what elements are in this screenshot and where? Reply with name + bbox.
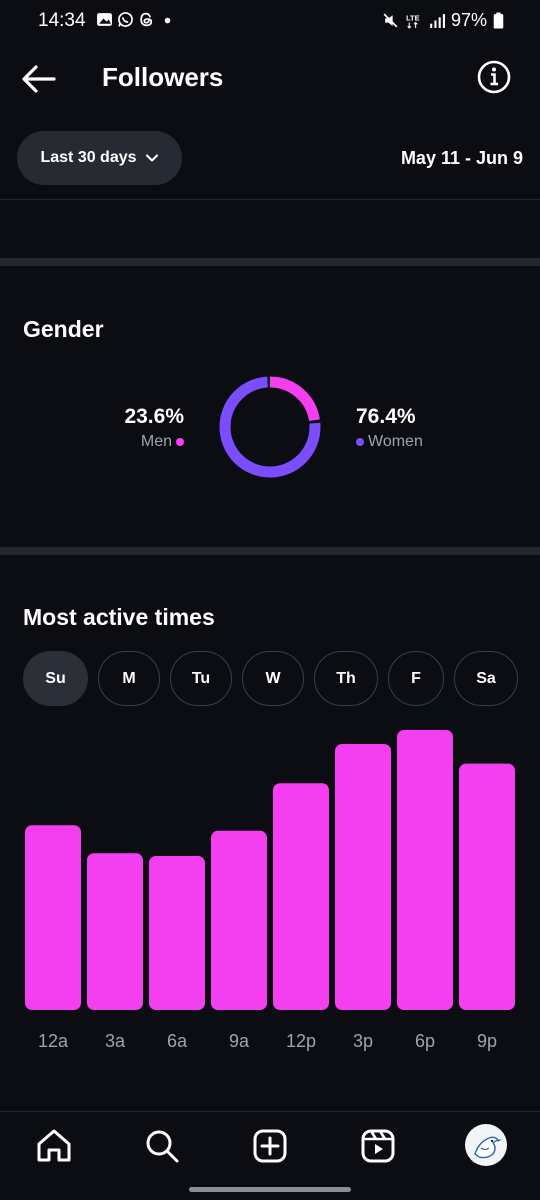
men-legend: Men [141,433,184,451]
donut-men-arc [219,376,321,478]
status-time: 14:34 [38,10,86,31]
day-tab-wednesday[interactable]: W [242,651,304,706]
bar-3p [335,744,391,1010]
x-tick-label-3p: 3p [353,1031,373,1051]
search-icon[interactable] [142,1126,182,1166]
active-times-bar-chart: 12a 3a 6a 9a 12p 3p 6p 9p [25,730,515,1051]
x-tick-label-9p: 9p [477,1031,497,1051]
gender-section-title: Gender [23,316,104,342]
page-title: Followers [102,62,224,92]
notification-dot-icon [164,17,171,24]
women-legend: Women [356,433,423,451]
women-percent: 76.4% [356,405,416,428]
info-icon[interactable] [476,59,512,95]
day-tab-thursday[interactable]: Th [314,651,378,706]
battery-percent: 97% [450,10,487,30]
bar-6a [149,856,205,1010]
profile-avatar[interactable] [465,1124,507,1166]
date-range-dropdown[interactable]: Last 30 days [17,131,182,185]
status-right-icons: LTE 97% [382,10,504,31]
gender-donut-chart [219,376,321,478]
battery-icon [493,12,504,29]
x-tick-label-12a: 12a [38,1031,69,1051]
status-bar: 14:34 LTE [0,0,540,44]
divider [0,199,540,200]
day-tab-sunday[interactable]: Su [23,651,88,706]
day-tab-saturday[interactable]: Sa [454,651,518,706]
day-tabs: Su M Tu W Th F Sa [23,651,518,706]
women-label: Women [368,433,423,450]
x-tick-label-9a: 9a [229,1031,250,1051]
create-icon[interactable] [250,1126,290,1166]
bar-6p [397,730,453,1010]
header: Followers [0,50,540,106]
donut-women-arc [219,376,321,478]
day-tab-friday[interactable]: F [388,651,444,706]
svg-text:LTE: LTE [406,14,420,23]
threads-icon [140,12,153,27]
bottom-navigation [0,1111,540,1200]
bar-9p [459,763,515,1010]
reels-icon[interactable] [358,1126,398,1166]
most-active-times-title: Most active times [23,604,215,630]
mute-icon [383,13,398,28]
day-tab-tuesday[interactable]: Tu [170,651,232,706]
x-tick-label-3a: 3a [105,1031,126,1051]
lte-icon: LTE [406,14,420,29]
bar-9a [211,830,267,1010]
back-arrow-icon[interactable] [18,58,60,100]
men-dot-icon [176,438,184,446]
bar-3a [87,853,143,1010]
avatar-bird-icon [474,1136,502,1159]
whatsapp-icon [118,12,133,27]
x-tick-label-6a: 6a [167,1031,188,1051]
status-left-icons [96,11,176,28]
signal-icon [430,14,445,28]
date-range-dropdown-label: Last 30 days [40,149,137,166]
women-dot-icon [356,438,364,446]
section-divider [0,258,540,266]
x-tick-label-12p: 12p [286,1031,316,1051]
date-range-text: May 11 - Jun 9 [400,148,523,168]
men-label: Men [140,433,172,450]
gallery-icon [97,13,112,26]
bar-12a [25,825,81,1010]
home-icon[interactable] [34,1126,74,1166]
chevron-down-icon [145,154,158,162]
home-indicator[interactable] [189,1187,351,1192]
day-tab-monday[interactable]: M [98,651,160,706]
x-tick-label-6p: 6p [415,1031,435,1051]
bar-12p [273,783,329,1010]
section-divider [0,547,540,555]
men-percent: 23.6% [124,405,184,428]
